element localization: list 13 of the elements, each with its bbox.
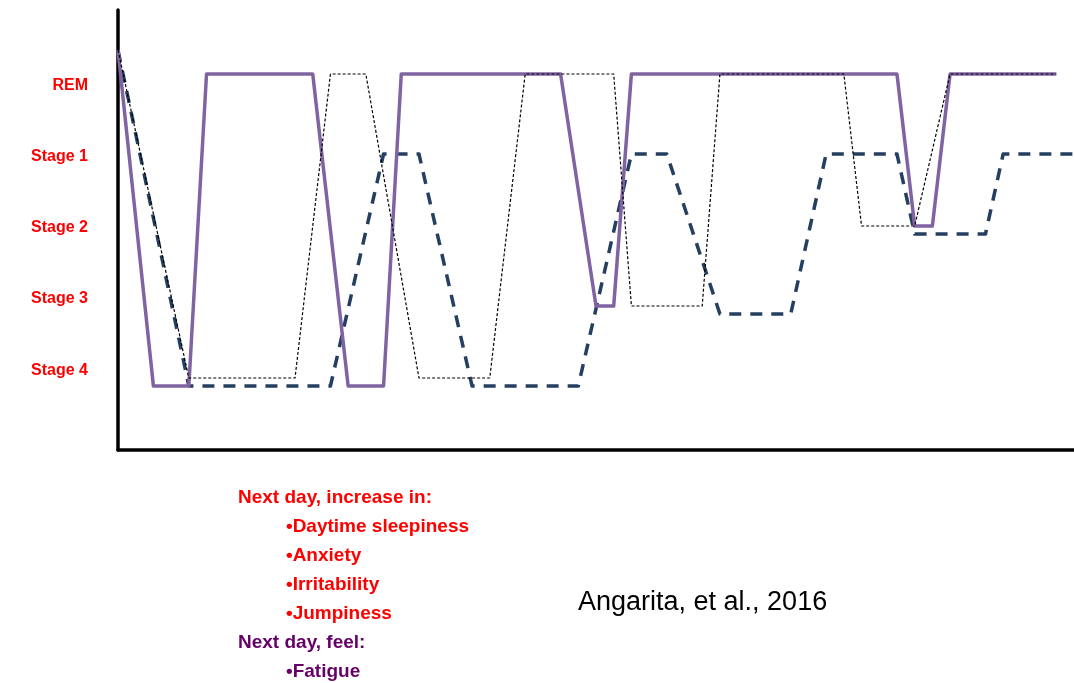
text: Next day, increase in: [238, 485, 433, 509]
text: Stage 2 [31, 218, 89, 236]
text: Stage 3 [31, 289, 89, 307]
text: •Irritability [285, 572, 381, 596]
text: •Fatigue [285, 659, 362, 683]
text: •Daytime sleepiness [285, 514, 470, 538]
text: •Anxiety [285, 543, 363, 567]
text: Stage 1 [31, 146, 89, 164]
text: •Jumpiness [285, 601, 393, 625]
text: Stage 4 [31, 360, 89, 378]
text: REM [52, 75, 88, 93]
text: Next day, feel: [238, 630, 367, 654]
text: Angarita, et al., 2016 [578, 586, 828, 617]
